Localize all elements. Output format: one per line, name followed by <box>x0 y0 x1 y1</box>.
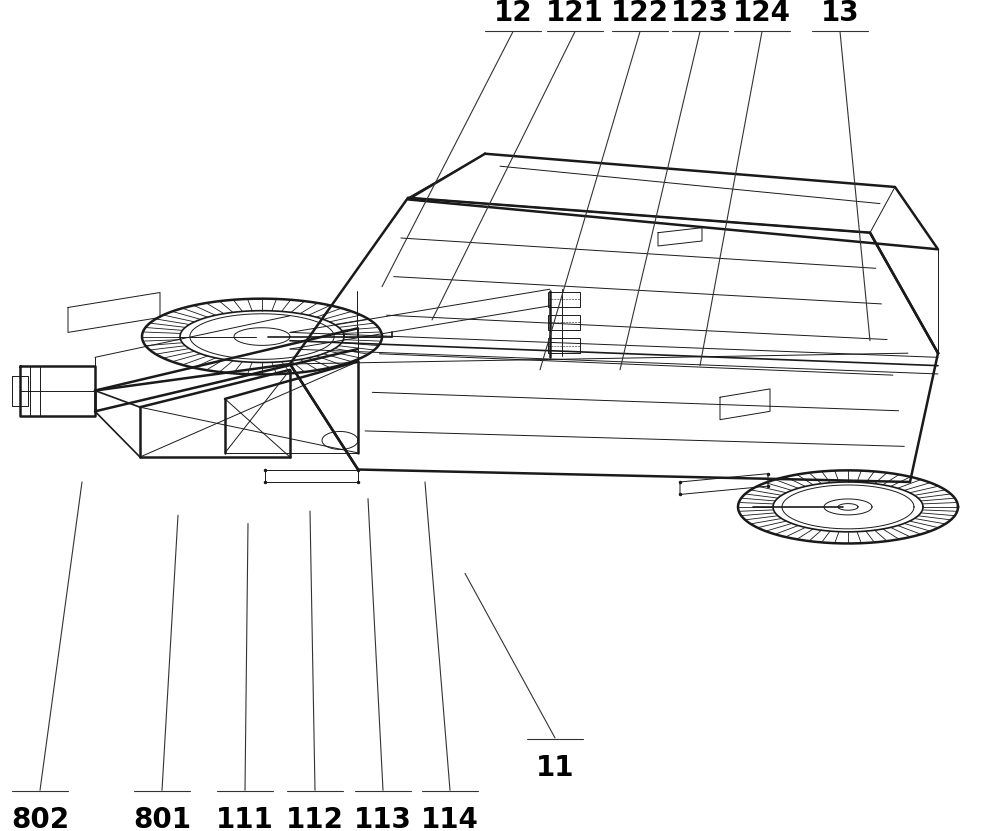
Text: 123: 123 <box>671 0 729 27</box>
Text: 124: 124 <box>733 0 791 27</box>
Bar <box>548 292 580 307</box>
Text: 12: 12 <box>494 0 532 27</box>
Text: 801: 801 <box>133 806 191 831</box>
Text: 114: 114 <box>421 806 479 831</box>
Bar <box>548 315 580 330</box>
Bar <box>548 338 580 353</box>
Text: 121: 121 <box>546 0 604 27</box>
Text: 802: 802 <box>11 806 69 831</box>
Text: 113: 113 <box>354 806 412 831</box>
Text: 111: 111 <box>216 806 274 831</box>
Text: 112: 112 <box>286 806 344 831</box>
Text: 11: 11 <box>536 754 574 782</box>
Text: 122: 122 <box>611 0 669 27</box>
Text: 13: 13 <box>821 0 859 27</box>
